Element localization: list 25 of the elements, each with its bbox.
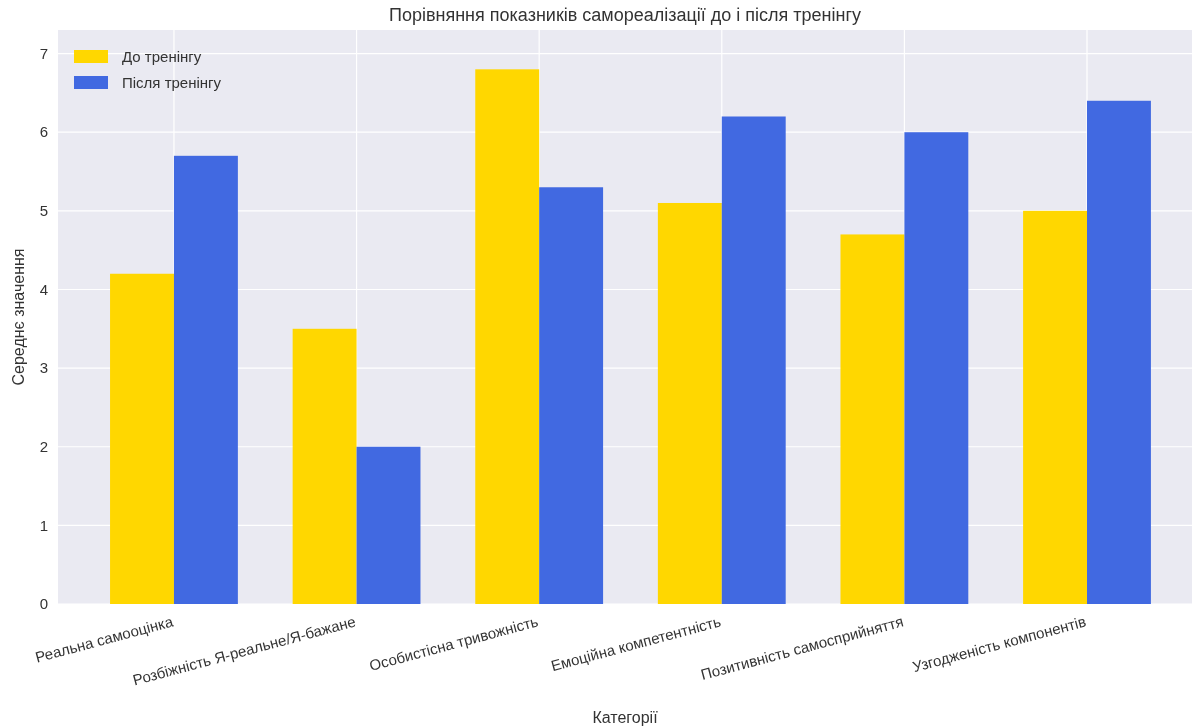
legend-label: До тренінгу <box>122 48 202 65</box>
bar <box>356 446 421 604</box>
x-axis-title: Категорії <box>592 709 659 726</box>
bar <box>110 273 174 604</box>
bar <box>840 234 905 604</box>
bar <box>904 132 969 604</box>
y-tick-label: 2 <box>39 437 48 455</box>
bar <box>1087 100 1151 604</box>
bar <box>475 69 540 604</box>
bar <box>721 116 786 604</box>
y-tick-label: 6 <box>39 123 48 141</box>
bar <box>539 187 604 604</box>
y-tick-label: 4 <box>39 280 48 298</box>
bar <box>292 328 357 604</box>
bar <box>173 155 238 604</box>
y-axis-title: Середнє значення <box>10 248 27 386</box>
y-tick-label: 7 <box>39 44 48 62</box>
bar <box>657 202 722 604</box>
legend-label: Після тренінгу <box>122 74 222 91</box>
chart-title: Порівняння показників самореалізації до і після тренінгу <box>388 5 862 25</box>
y-tick-label: 0 <box>39 595 48 613</box>
bar <box>1023 210 1087 604</box>
y-tick-label: 3 <box>39 359 48 377</box>
y-tick-label: 1 <box>39 516 48 534</box>
y-tick-label: 5 <box>39 202 48 220</box>
